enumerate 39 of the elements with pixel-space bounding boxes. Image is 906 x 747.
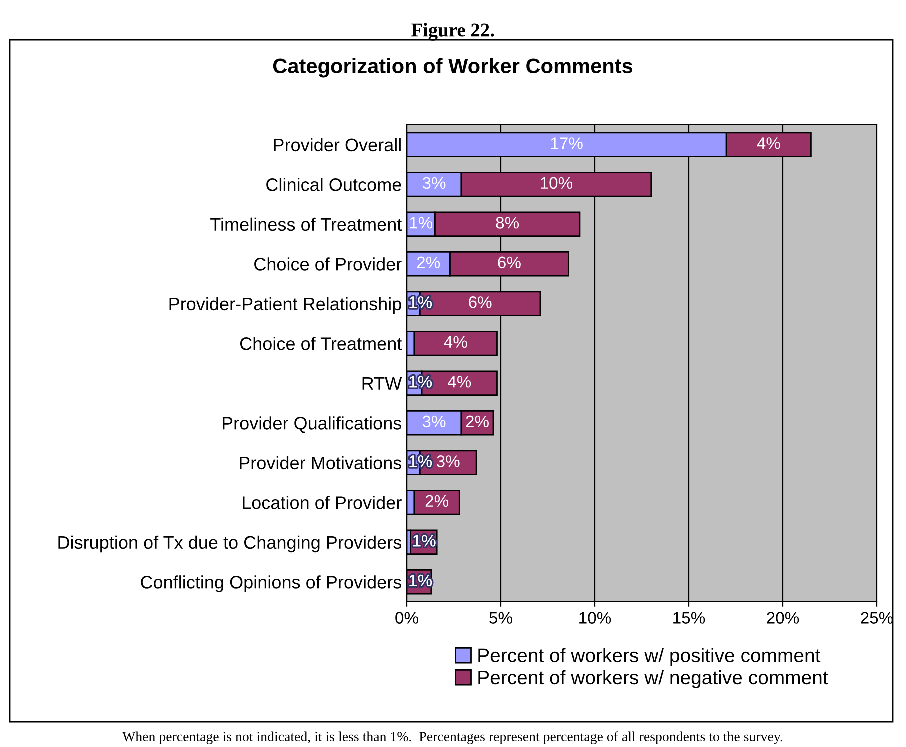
y-tick-label: Disruption of Tx due to Changing Providers [58, 536, 402, 553]
y-tick-label: Provider Motivations [240, 456, 402, 470]
data-label: 4% [444, 336, 468, 348]
data-label: 8% [496, 217, 520, 229]
data-label: 1% [410, 217, 433, 229]
data-label: 2% [466, 416, 489, 428]
data-label: 2% [426, 495, 449, 508]
legend-label: Percent of workers w/ negative comment [478, 670, 828, 688]
data-label: 10% [541, 177, 573, 190]
y-tick-label: Timeliness of Treatment [210, 218, 402, 232]
data-label: 6% [469, 296, 492, 308]
data-label: 4% [757, 138, 780, 150]
chart-title: Categorization of Worker Comments [273, 58, 633, 78]
y-tick-label: Location of Provider [243, 496, 402, 510]
x-tick-label: 5% [490, 612, 512, 624]
data-label: 4% [448, 376, 472, 388]
chart-subtitle: Figure 22. [411, 23, 494, 41]
data-label: 3% [422, 177, 446, 190]
x-tick-label: 25% [861, 612, 894, 624]
legend-label: Percent of workers w/ positive comment [478, 648, 821, 666]
data-label: 3% [436, 456, 460, 468]
y-tick-label: Choice of Provider [254, 258, 402, 271]
x-tick-label: 20% [767, 612, 800, 624]
y-tick-label: Provider Qualifications [222, 416, 402, 434]
data-label: 6% [498, 256, 521, 269]
text: When percentage is not indicated, it is less than 1%. Percentages represent percentage of all respondents to the survey. [122, 732, 783, 744]
y-tick-label: Provider-Patient Relationship [170, 297, 402, 314]
y-tick-label: Choice of Treatment [240, 337, 402, 350]
x-tick-label: 10% [580, 612, 612, 624]
data-label: 3% [422, 416, 446, 428]
y-tick-label: RTW [362, 377, 402, 390]
y-tick-label: Conflicting Opinions of Providers [141, 576, 402, 592]
x-tick-label: 15% [674, 612, 706, 624]
data-label: 2% [417, 256, 440, 269]
x-tick-label: 0% [396, 612, 418, 624]
y-tick-label: Provider Overall [274, 138, 401, 152]
data-label: 1% [414, 535, 436, 547]
data-label: 17% [551, 138, 583, 150]
y-tick-label: Clinical Outcome [266, 178, 402, 192]
